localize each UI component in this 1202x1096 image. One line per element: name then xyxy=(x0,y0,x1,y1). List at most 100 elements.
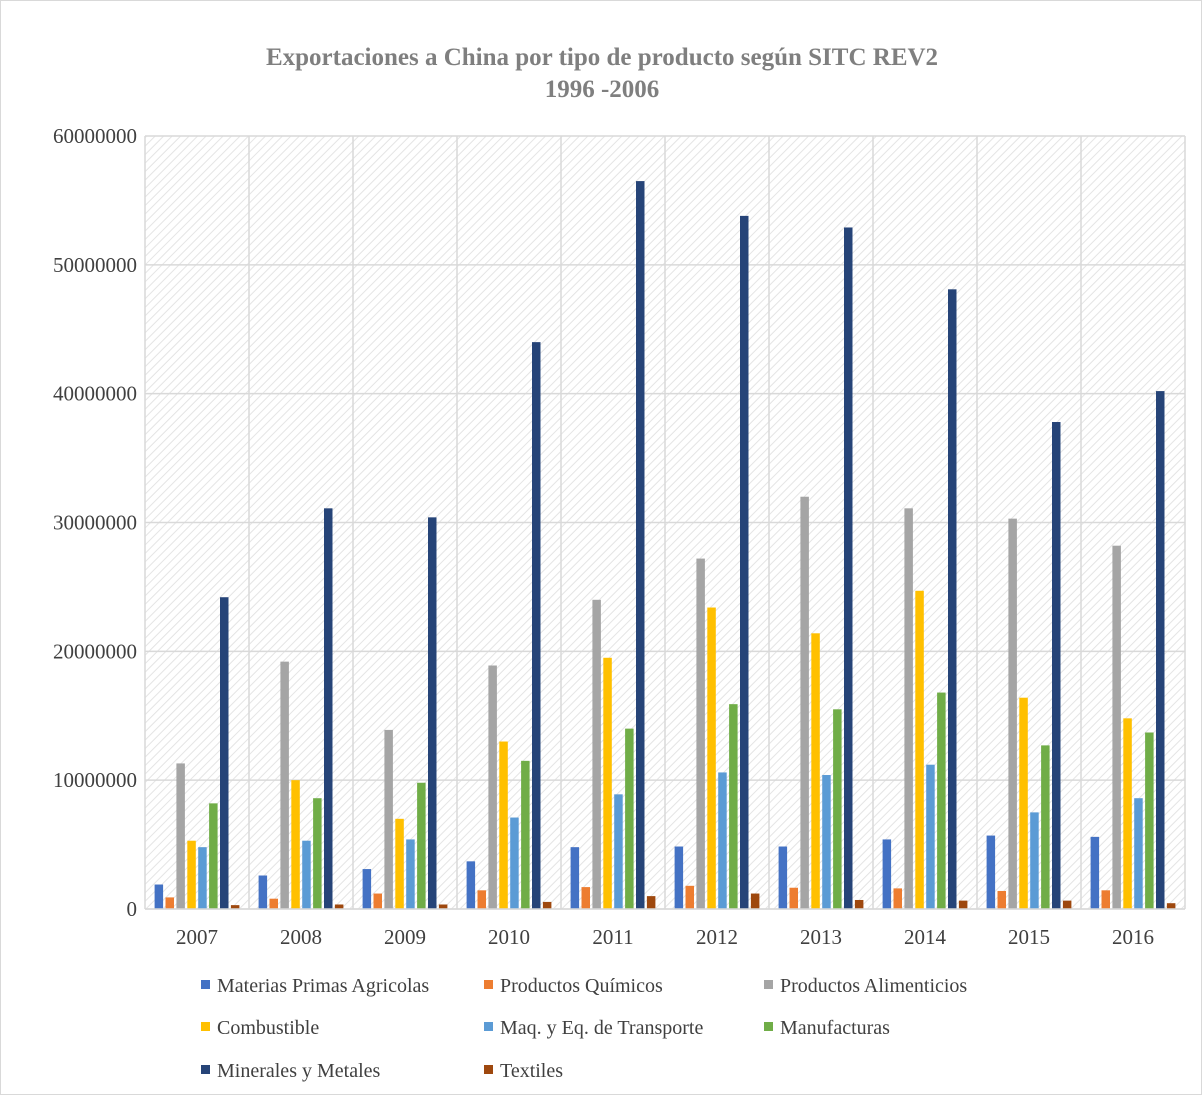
bar xyxy=(362,869,372,909)
bar xyxy=(220,597,229,909)
bar xyxy=(603,657,612,909)
bar xyxy=(477,890,486,909)
bar xyxy=(230,905,240,909)
bar xyxy=(581,887,590,909)
bar xyxy=(646,896,656,909)
bar xyxy=(750,893,760,909)
x-tick-label: 2012 xyxy=(696,925,738,949)
x-tick-label: 2009 xyxy=(384,925,426,949)
legend-swatch xyxy=(484,1065,493,1074)
bar xyxy=(417,782,426,909)
bar xyxy=(1134,798,1143,909)
bar xyxy=(1052,422,1061,909)
bar xyxy=(187,840,196,909)
legend-swatch xyxy=(201,980,210,989)
bars xyxy=(154,181,1176,910)
bar xyxy=(1090,836,1100,909)
bar xyxy=(510,817,519,909)
bar xyxy=(313,798,322,909)
legend-swatch xyxy=(484,1022,493,1031)
legend-swatch xyxy=(201,1022,210,1031)
bar xyxy=(778,846,788,909)
bar xyxy=(1041,745,1050,909)
bar xyxy=(958,900,968,909)
bar xyxy=(280,661,289,909)
chart-title: Exportaciones a China por tipo de produc… xyxy=(266,44,938,71)
bar xyxy=(1019,697,1028,909)
bar xyxy=(915,590,924,909)
bar xyxy=(789,887,798,909)
bar xyxy=(685,885,694,909)
bar xyxy=(1156,391,1165,910)
bar xyxy=(822,775,831,909)
y-tick-label: 40000000 xyxy=(53,382,137,406)
bar xyxy=(833,709,842,909)
legend-item: Materias Primas Agricolas xyxy=(201,975,429,997)
bar xyxy=(844,227,853,909)
legend-label: Minerales y Metales xyxy=(217,1060,380,1082)
bar xyxy=(800,496,809,909)
x-tick-label: 2007 xyxy=(176,925,218,949)
y-tick-label: 50000000 xyxy=(53,253,137,277)
legend-label: Materias Primas Agricolas xyxy=(217,975,429,997)
bar xyxy=(948,289,957,910)
legend-item: Minerales y Metales xyxy=(201,1060,380,1082)
bar xyxy=(165,897,174,909)
bar xyxy=(1030,812,1039,909)
bar xyxy=(614,794,623,909)
legend-swatch xyxy=(764,980,773,989)
bar xyxy=(707,607,716,909)
bar xyxy=(1145,732,1154,909)
bar xyxy=(696,558,705,909)
bar xyxy=(997,890,1006,909)
bar xyxy=(570,847,580,909)
bar xyxy=(1123,718,1132,909)
y-tick-label: 0 xyxy=(127,897,138,921)
gridlines xyxy=(144,135,1186,910)
bar xyxy=(521,760,530,909)
bar xyxy=(636,181,645,909)
legend-label: Maq. y Eq. de Transporte xyxy=(500,1017,703,1039)
y-axis: 0 10000000 20000000 30000000 40000000 5000000… xyxy=(53,124,137,921)
legend-item: Textiles xyxy=(484,1060,563,1082)
bar xyxy=(406,839,415,909)
bar xyxy=(395,818,404,909)
bar xyxy=(542,901,552,909)
x-axis: 2007 2008 2009 2010 2011 2012 2013 2014 2015 2016 xyxy=(145,908,1185,949)
y-tick-label: 30000000 xyxy=(53,511,137,535)
bar xyxy=(740,215,749,910)
legend-item: Productos Alimenticios xyxy=(764,975,967,997)
bar xyxy=(532,342,541,910)
bar xyxy=(854,899,864,909)
bar xyxy=(324,508,333,909)
bar xyxy=(154,884,164,909)
legend-swatch xyxy=(201,1065,210,1074)
legend-label: Productos Alimenticios xyxy=(780,975,967,997)
bar xyxy=(488,665,497,909)
x-tick-label: 2008 xyxy=(280,925,322,949)
bar xyxy=(466,861,476,909)
bar xyxy=(893,888,902,909)
legend-item: Combustible xyxy=(201,1017,319,1039)
bar xyxy=(986,835,996,909)
bar xyxy=(811,633,820,909)
legend-item: Manufacturas xyxy=(764,1017,890,1039)
bar xyxy=(1062,900,1072,909)
chart-subtitle: 1996 -2006 xyxy=(545,76,660,103)
legend-item: Productos Químicos xyxy=(484,975,663,997)
bar xyxy=(592,599,601,909)
legend: Materias Primas Agricolas Productos Quími… xyxy=(201,975,967,1082)
bar xyxy=(258,875,268,909)
legend-label: Textiles xyxy=(500,1060,563,1082)
legend-label: Productos Químicos xyxy=(500,975,663,997)
legend-label: Combustible xyxy=(217,1017,319,1039)
x-tick-label: 2014 xyxy=(904,925,947,949)
bar xyxy=(176,763,185,909)
x-tick-label: 2011 xyxy=(592,925,633,949)
bar xyxy=(291,780,300,909)
bar xyxy=(438,904,448,909)
bar xyxy=(926,764,935,909)
bar xyxy=(499,741,508,909)
bar xyxy=(198,847,207,909)
